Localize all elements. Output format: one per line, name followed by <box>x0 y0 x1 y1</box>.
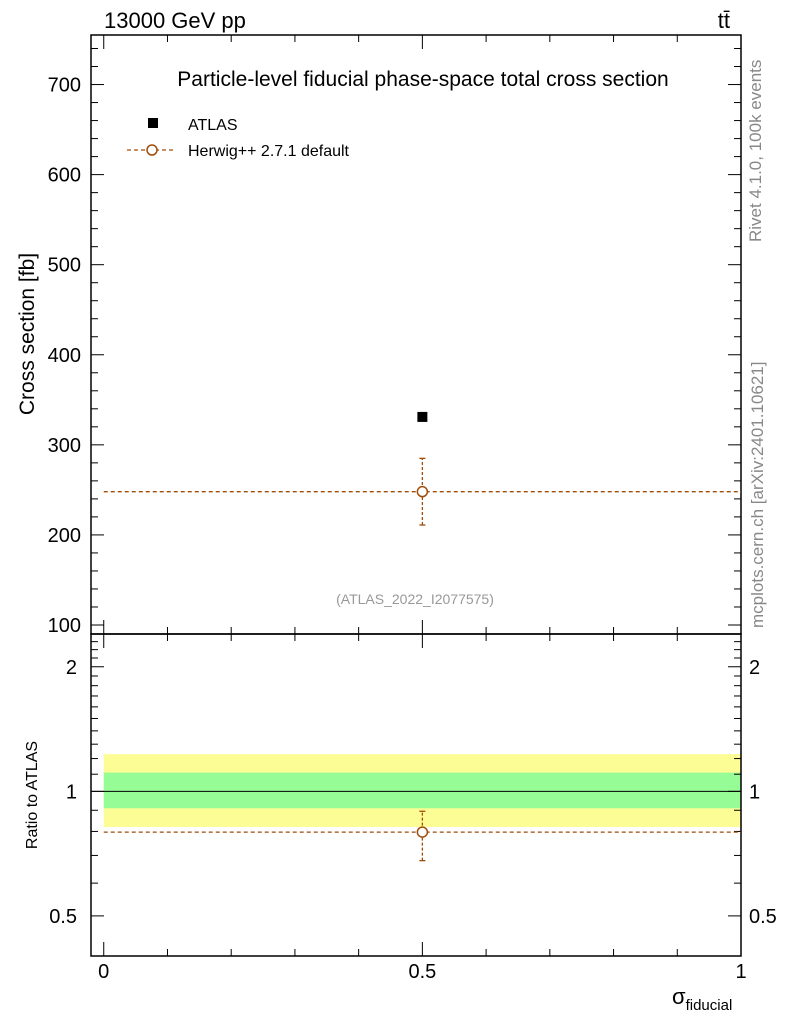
ratio-herwig-point <box>416 826 429 838</box>
legend-herwig-marker <box>146 144 158 156</box>
ratio-y-tick-label-left: 1 <box>66 781 77 803</box>
herwig-point <box>416 485 429 498</box>
ratio-y-tick-label-left: 0.5 <box>49 906 77 928</box>
ratio-y-tick-label-right: 2 <box>749 657 760 679</box>
ratio-bands <box>91 754 741 827</box>
analysis-watermark: (ATLAS_2022_I2077575) <box>336 591 494 607</box>
y-axis-label: Cross section [fb] <box>16 253 39 415</box>
y-tick-label: 100 <box>48 615 81 637</box>
legend-atlas-label: ATLAS <box>188 117 238 134</box>
y-tick-label: 400 <box>48 345 81 367</box>
rivet-label: Rivet 4.1.0, 100k events <box>746 60 765 242</box>
mcplots-label: mcplots.cern.ch [arXiv:2401.10621] <box>748 362 767 628</box>
legend-atlas-marker <box>148 118 158 128</box>
x-axis-label: σfiducial <box>672 984 732 1014</box>
ratio-y-tick-label-left: 2 <box>66 657 77 679</box>
ratio-ticks: 0.5 0.5 1 1 2 2 0 0.5 1 <box>49 634 777 983</box>
ratio-y-tick-label-right: 1 <box>749 781 760 803</box>
ratio-data-layer <box>103 810 741 862</box>
ratio-y-label: Ratio to ATLAS <box>24 741 41 849</box>
chart-title: Particle-level fiducial phase-space tota… <box>177 68 668 91</box>
y-tick-label: 500 <box>48 255 81 277</box>
ratio-y-tick-label-right: 0.5 <box>749 906 777 928</box>
ratio-band-inner <box>103 772 741 809</box>
main-data-layer <box>103 411 741 526</box>
x-tick-label: 1 <box>735 961 746 983</box>
y-tick-label: 200 <box>48 525 81 547</box>
x-tick-label: 0 <box>98 961 109 983</box>
y-tick-label: 700 <box>48 75 81 97</box>
energy-label: 13000 GeV pp <box>104 8 246 33</box>
x-tick-label: 0.5 <box>408 961 436 983</box>
process-label: tt̄ <box>718 8 730 33</box>
y-tick-label: 600 <box>48 165 81 187</box>
y-tick-label: 300 <box>48 435 81 457</box>
main-ticks: 100 200 300 400 500 600 700 <box>48 35 742 637</box>
atlas-data-point <box>417 411 428 422</box>
legend: ATLAS Herwig++ 2.7.1 default <box>127 117 350 160</box>
main-panel: 100 200 300 400 500 600 700 Particle-level fid… <box>16 34 742 637</box>
ratio-panel: 0.5 0.5 1 1 2 2 0 0.5 1 Ratio to ATLAS <box>24 633 777 983</box>
legend-herwig-label: Herwig++ 2.7.1 default <box>188 143 350 160</box>
ratio-frame <box>90 633 742 957</box>
